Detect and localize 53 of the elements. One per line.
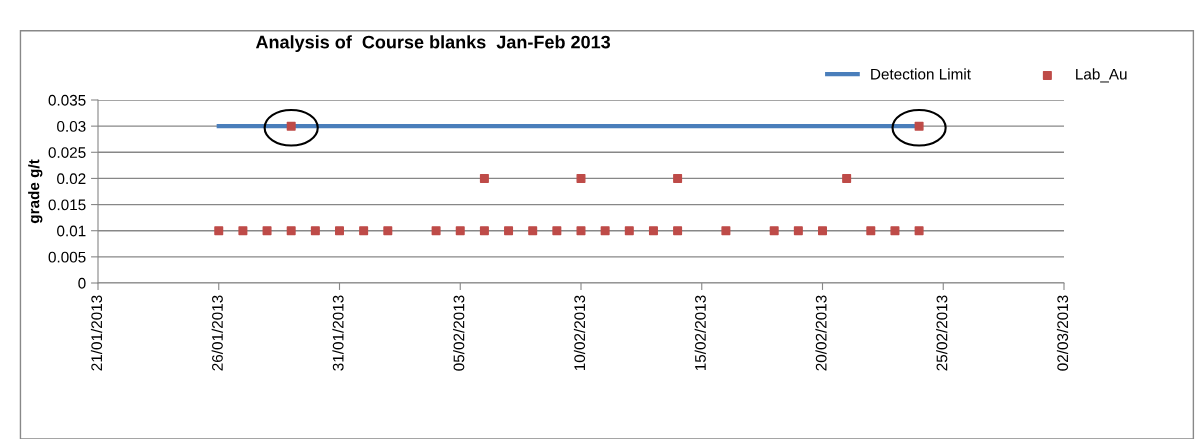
- y-tick-label: 0.01: [57, 225, 86, 237]
- x-tick-label: 15/02/2013: [694, 295, 706, 371]
- x-tick-label: 20/02/2013: [815, 295, 827, 371]
- point: [866, 226, 876, 236]
- point: [673, 173, 683, 183]
- x-tick-label: 21/01/2013: [90, 295, 103, 371]
- point: [383, 226, 393, 236]
- point: [673, 226, 683, 236]
- point: [528, 226, 538, 236]
- point: [890, 226, 900, 236]
- point: [576, 226, 586, 236]
- point: [286, 121, 296, 131]
- point: [914, 226, 924, 236]
- point: [310, 226, 320, 236]
- x-tick-label: 10/02/2013: [573, 295, 586, 371]
- point: [600, 226, 610, 236]
- x-tick-label: 05/02/2013: [453, 295, 465, 371]
- y-tick-label: 0: [78, 277, 86, 289]
- point: [648, 226, 658, 236]
- point: [769, 226, 779, 236]
- y-axis-title: grade g/t: [28, 159, 43, 224]
- point: [431, 226, 441, 236]
- point: [504, 226, 514, 236]
- point: [479, 173, 489, 183]
- legend-label: Lab_Au: [1076, 68, 1127, 83]
- point: [721, 226, 731, 236]
- y-tick-label: 0.025: [48, 147, 86, 158]
- y-tick-label: 0.035: [48, 94, 86, 106]
- y-tick-label: 0.015: [48, 199, 86, 211]
- point: [818, 226, 827, 236]
- point: [576, 173, 586, 183]
- legend-label: Detection Limit: [871, 68, 971, 80]
- point: [455, 226, 465, 236]
- y-tick-label: 0.03: [57, 121, 86, 132]
- x-tick-label: 25/02/2013: [936, 295, 948, 371]
- point: [262, 226, 272, 236]
- point: [335, 226, 344, 236]
- point: [479, 226, 489, 236]
- point: [214, 226, 224, 236]
- point: [238, 226, 248, 236]
- y-tick-label: 0.005: [48, 251, 86, 263]
- x-tick-label: 31/01/2013: [332, 295, 344, 371]
- chart-title: Analysis of Course blanks Jan-Feb 2013: [255, 35, 611, 53]
- point: [624, 226, 634, 236]
- x-tick-label: 26/01/2013: [211, 295, 223, 371]
- point: [842, 173, 852, 183]
- point: [286, 226, 296, 236]
- point: [552, 226, 562, 236]
- point: [914, 121, 924, 131]
- x-tick-label: 02/03/2013: [1056, 295, 1069, 371]
- point: [359, 226, 369, 236]
- y-tick-label: 0.02: [57, 173, 86, 185]
- point: [793, 226, 803, 236]
